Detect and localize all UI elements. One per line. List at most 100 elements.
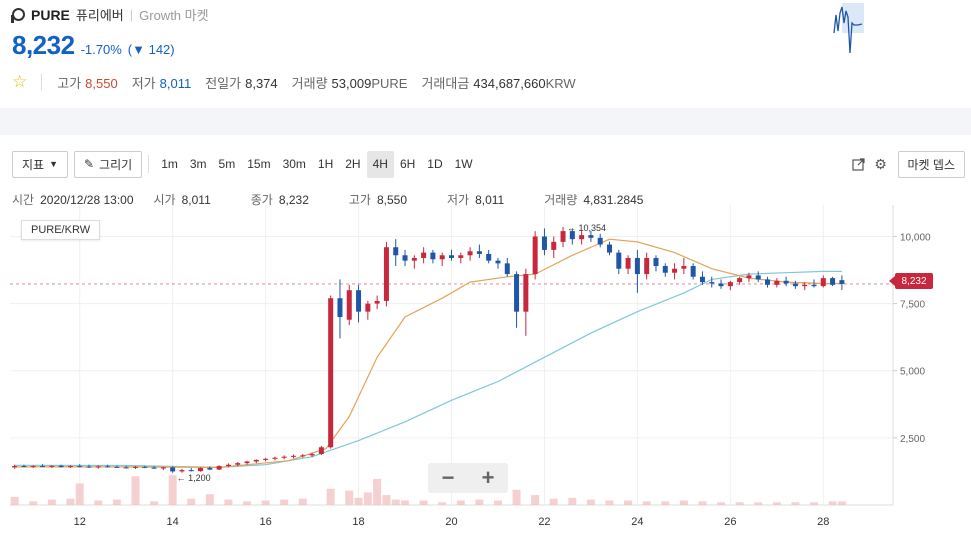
candle-body bbox=[67, 466, 73, 468]
candle-body bbox=[105, 466, 111, 468]
info-volume: 4,831.2845 bbox=[583, 193, 644, 207]
candle-body bbox=[569, 231, 575, 240]
candle-body bbox=[486, 253, 492, 261]
stat-high: 고가 8,550 bbox=[57, 75, 118, 91]
candle-body bbox=[727, 282, 733, 287]
title-divider: | bbox=[129, 7, 134, 22]
volume-bar bbox=[419, 500, 428, 505]
candle-body bbox=[514, 274, 520, 312]
popout-icon[interactable] bbox=[848, 153, 870, 175]
favorite-star-icon[interactable]: ☆ bbox=[12, 72, 28, 91]
candle-body bbox=[337, 298, 343, 318]
interval-6h[interactable]: 6H bbox=[399, 157, 416, 171]
volume-bar bbox=[837, 501, 846, 505]
volume-bar bbox=[391, 499, 400, 505]
interval-4h[interactable]: 4H bbox=[366, 150, 394, 178]
candle-body bbox=[718, 283, 724, 287]
candle-body bbox=[263, 458, 269, 460]
x-tick-label: 24 bbox=[631, 516, 643, 528]
candle-body bbox=[132, 466, 138, 468]
interval-5m[interactable]: 5m bbox=[218, 157, 236, 171]
stats-row: ☆ 고가 8,550 저가 8,011 전일가 8,374 거래량 53,009PURE… bbox=[12, 72, 590, 92]
volume-bar bbox=[809, 502, 818, 505]
chart-toolbar: 지표 ▼ ✎ 그리기 1m 3m 5m 15m 30m 1H 2H 4H 6H 1D 1W ⚙ 마켓… bbox=[0, 147, 971, 181]
y-tick-label: 7,500 bbox=[900, 300, 925, 311]
market-depth-button[interactable]: 마켓 뎁스 bbox=[897, 150, 965, 178]
interval-15m[interactable]: 15m bbox=[247, 157, 271, 171]
interval-1d[interactable]: 1D bbox=[427, 157, 443, 171]
y-tick-label: 2,500 bbox=[900, 434, 925, 445]
zoom-controls: − + bbox=[428, 463, 508, 493]
candle-body bbox=[77, 466, 83, 468]
change-amount: (▼ 142) bbox=[127, 42, 175, 57]
coin-header: PURE 퓨리에버 | Growth 마켓 8,232 -1.70% (▼ 14… bbox=[0, 0, 971, 108]
info-close-label: 종가 bbox=[250, 193, 273, 207]
candle-body bbox=[235, 463, 241, 465]
volume-bar bbox=[298, 498, 307, 505]
indicator-button[interactable]: 지표 ▼ bbox=[12, 150, 69, 178]
candle-body bbox=[634, 257, 640, 275]
candle-body bbox=[439, 255, 445, 260]
volume-bar bbox=[168, 475, 177, 505]
volume-bar bbox=[243, 501, 252, 505]
stat-prev-close: 전일가 8,374 bbox=[205, 75, 278, 91]
title-row: PURE 퓨리에버 | Growth 마켓 bbox=[11, 5, 209, 24]
candle-body bbox=[662, 266, 668, 273]
interval-1w[interactable]: 1W bbox=[454, 157, 473, 171]
candle-body bbox=[281, 456, 287, 458]
candle-body bbox=[272, 457, 278, 459]
stats-divider bbox=[41, 74, 43, 90]
volume-bar bbox=[150, 501, 159, 505]
interval-30m[interactable]: 30m bbox=[282, 157, 306, 171]
candle-body bbox=[58, 465, 64, 468]
candle-body bbox=[318, 447, 324, 454]
volume-bar bbox=[661, 501, 670, 505]
candle-body bbox=[21, 466, 27, 468]
candle-body bbox=[207, 467, 213, 470]
candle-body bbox=[625, 257, 631, 269]
candle-body bbox=[541, 236, 547, 250]
volume-bar bbox=[326, 488, 335, 505]
candle-body bbox=[142, 466, 148, 468]
volume-bar bbox=[493, 500, 502, 505]
zoom-in-button[interactable]: + bbox=[481, 465, 495, 490]
interval-1m[interactable]: 1m bbox=[161, 157, 178, 171]
volume-bar bbox=[531, 495, 540, 505]
info-open: 8,011 bbox=[181, 193, 211, 207]
zoom-out-button[interactable]: − bbox=[441, 465, 455, 490]
settings-gear-icon[interactable]: ⚙ bbox=[874, 155, 887, 172]
candle-body bbox=[216, 466, 222, 470]
price-chart[interactable]: 2,500 5,000 7,500 10,000 12 14 16 18 20 22 24 26 28 ←… bbox=[0, 205, 971, 533]
coin-name: 퓨리에버 bbox=[75, 8, 124, 23]
candle-body bbox=[188, 470, 194, 472]
candle-body bbox=[839, 280, 845, 284]
volume-bar bbox=[791, 502, 800, 505]
candle-body bbox=[588, 235, 594, 238]
candle-body bbox=[328, 298, 334, 448]
candle-body bbox=[699, 276, 705, 283]
interval-3m[interactable]: 3m bbox=[189, 157, 207, 171]
candle-body bbox=[765, 279, 771, 285]
candle-body bbox=[551, 241, 557, 250]
volume-bar bbox=[642, 501, 651, 505]
price-row: 8,232 -1.70% (▼ 142) bbox=[12, 30, 175, 61]
candle-body bbox=[179, 470, 185, 472]
volume-bar bbox=[456, 500, 465, 505]
volume-bar bbox=[66, 498, 75, 505]
y-tick-label: 10,000 bbox=[900, 232, 931, 243]
ma-short-line bbox=[14, 238, 842, 469]
candle-body bbox=[198, 467, 204, 472]
draw-button[interactable]: ✎ 그리기 bbox=[74, 150, 143, 178]
y-tick-label: 5,000 bbox=[900, 367, 925, 378]
interval-1h[interactable]: 1H bbox=[317, 157, 334, 171]
candle-body bbox=[830, 278, 836, 285]
stat-amount: 거래대금 434,687,660KRW bbox=[421, 75, 576, 91]
candle-body bbox=[616, 252, 622, 269]
interval-2h[interactable]: 2H bbox=[345, 157, 361, 171]
volume-bar bbox=[47, 499, 56, 505]
info-low: 8,011 bbox=[475, 193, 505, 207]
market-name[interactable]: Growth 마켓 bbox=[139, 8, 209, 23]
ma-long-line bbox=[14, 270, 842, 469]
x-tick-label: 18 bbox=[352, 516, 364, 528]
volume-bar bbox=[187, 498, 196, 505]
